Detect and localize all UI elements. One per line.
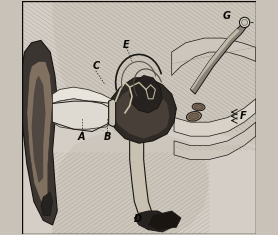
Polygon shape xyxy=(41,192,53,216)
Ellipse shape xyxy=(186,112,202,121)
Polygon shape xyxy=(22,1,256,234)
Text: A: A xyxy=(78,132,86,142)
Ellipse shape xyxy=(194,105,203,109)
Polygon shape xyxy=(172,38,256,75)
Polygon shape xyxy=(190,22,249,94)
Polygon shape xyxy=(113,87,169,138)
Text: G: G xyxy=(223,11,231,21)
Polygon shape xyxy=(111,78,176,143)
Polygon shape xyxy=(53,132,209,234)
Ellipse shape xyxy=(192,103,205,111)
Polygon shape xyxy=(53,99,111,129)
Polygon shape xyxy=(31,75,46,183)
Polygon shape xyxy=(53,1,256,145)
Polygon shape xyxy=(109,99,116,127)
Polygon shape xyxy=(174,99,256,136)
Text: C: C xyxy=(92,61,99,71)
Polygon shape xyxy=(174,122,256,160)
Ellipse shape xyxy=(189,113,199,119)
Polygon shape xyxy=(130,75,162,113)
Text: E: E xyxy=(123,40,130,50)
Polygon shape xyxy=(53,87,116,108)
Polygon shape xyxy=(132,141,160,230)
Polygon shape xyxy=(27,61,53,202)
Polygon shape xyxy=(134,211,172,232)
Text: D: D xyxy=(134,214,142,224)
Polygon shape xyxy=(22,40,57,225)
Polygon shape xyxy=(148,211,181,230)
Text: F: F xyxy=(240,111,246,121)
Polygon shape xyxy=(190,29,239,90)
Text: B: B xyxy=(104,132,111,142)
Circle shape xyxy=(242,19,248,25)
Circle shape xyxy=(239,17,250,27)
